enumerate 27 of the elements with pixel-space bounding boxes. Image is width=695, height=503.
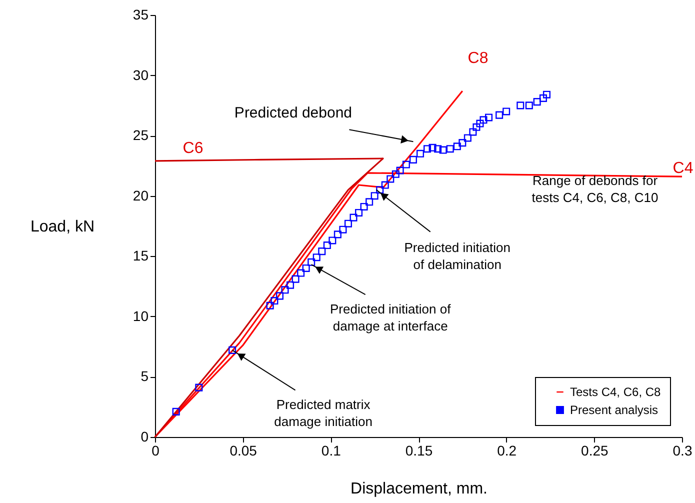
annotation: Predicted initiation of damage at interface: [330, 302, 452, 334]
annotation: C4: [672, 160, 694, 177]
y-tick-label: 25: [132, 127, 149, 144]
x-tick-label: 0: [152, 442, 160, 458]
x-tick-label: 0.25: [581, 442, 609, 458]
y-tick-label: 15: [132, 248, 149, 264]
y-tick-label: 0: [140, 428, 149, 444]
x-tick-label: 0.05: [230, 442, 258, 458]
y-tick-label: 10: [132, 308, 149, 324]
x-axis-title: Displacement, mm.: [350, 480, 488, 498]
x-tick-label: 0.2: [497, 442, 517, 458]
annotation: Predicted debond: [234, 104, 352, 122]
y-tick-label: 5: [140, 368, 149, 384]
y-tick-label: 35: [132, 6, 149, 22]
y-tick-label: 20: [132, 187, 149, 204]
annotation: Predicted matrix damage initiation: [274, 397, 372, 430]
y-axis-title: Load, kN: [30, 218, 95, 236]
annotation: C8: [468, 50, 488, 67]
x-tick-label: 0.1: [321, 442, 342, 458]
x-tick-label: 0.15: [405, 442, 433, 458]
x-tick-label: 0.3: [672, 442, 692, 458]
annotation: Range of debonds for tests C4, C6, C8, C10: [532, 173, 658, 205]
legend-label: Tests C4, C6, C8: [570, 385, 662, 399]
legend-label: Present analysis: [570, 403, 658, 417]
annotation: C6: [182, 140, 204, 157]
y-tick-label: 30: [132, 66, 149, 83]
annotation: Predicted initiation of delamination: [404, 240, 510, 272]
